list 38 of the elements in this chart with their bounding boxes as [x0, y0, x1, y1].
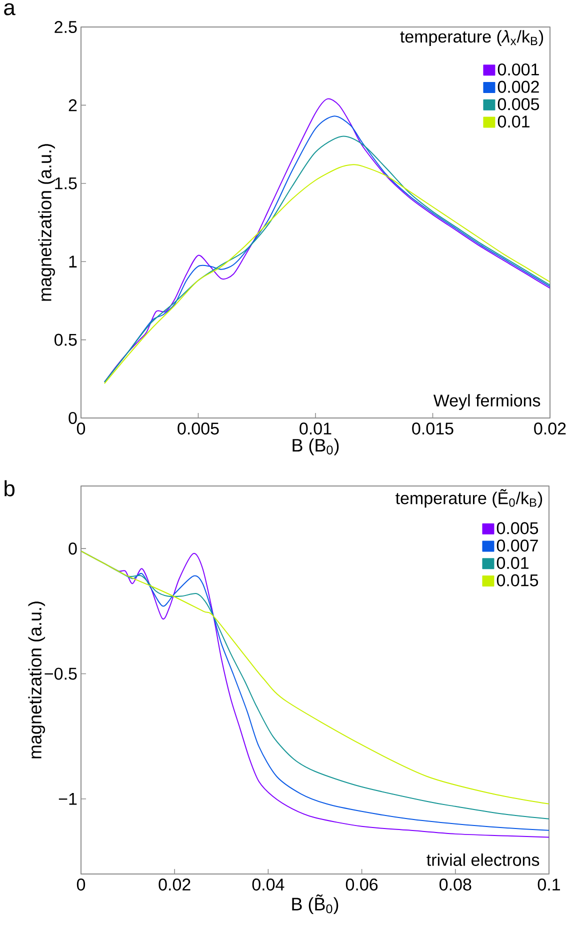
legend-label: 0.015	[496, 574, 538, 586]
x-tick-label: 0.02	[534, 422, 566, 435]
legend-label: 0.002	[498, 80, 539, 93]
x-tick-label: 0.04	[252, 878, 284, 891]
y-tick-label: 0	[68, 542, 77, 555]
x-tick-label: 0.005	[178, 422, 219, 435]
x-tick-label: 0.02	[158, 878, 190, 891]
y-axis-title: magnetization (a.u.)	[38, 144, 55, 301]
y-tick-label: 0.5	[54, 334, 77, 346]
x-tick-label: 0	[76, 878, 86, 891]
x-tick-label: 0.1	[538, 878, 560, 891]
y-tick-label: 1	[69, 256, 77, 268]
x-axis-title: B (B$_{0}$)	[292, 438, 339, 456]
legend-label: 0.005	[496, 522, 538, 534]
y-tick-label: 0	[68, 412, 77, 424]
y-tick-label: 1.5	[55, 177, 77, 190]
y-tick-label: 2	[68, 99, 77, 112]
x-tick-label: 0	[76, 422, 86, 435]
legend-title: temperature (Ẽ$_{0}$/k$_{B}$)	[396, 489, 542, 508]
y-tick-label: −0.5	[44, 668, 77, 680]
legend-label: 0.005	[498, 98, 540, 110]
chart-title: a	[4, 3, 16, 16]
x-tick-label: 0.08	[440, 878, 472, 891]
annotation: trivial electrons	[426, 853, 540, 866]
y-axis-title: magnetization (a.u.)	[28, 602, 46, 758]
legend-label: 0.007	[496, 540, 538, 552]
x-tick-label: 0.015	[412, 422, 454, 435]
legend-title: temperature (λ$_{x}$/k$_{B}$)	[400, 30, 544, 46]
x-tick-label: 0.01	[300, 422, 332, 435]
legend-label: 0.01	[498, 116, 530, 128]
y-tick-label: −1	[58, 793, 77, 805]
annotation: Weyl fermions	[433, 394, 540, 410]
legend-label: 0.001	[498, 63, 539, 76]
x-axis-title: B (B̃$_{0}$)	[292, 894, 338, 914]
legend-label: 0.01	[496, 556, 528, 569]
x-tick-label: 0.06	[346, 878, 378, 891]
chart-title: b	[4, 480, 15, 496]
y-tick-label: 2.5	[54, 20, 77, 34]
